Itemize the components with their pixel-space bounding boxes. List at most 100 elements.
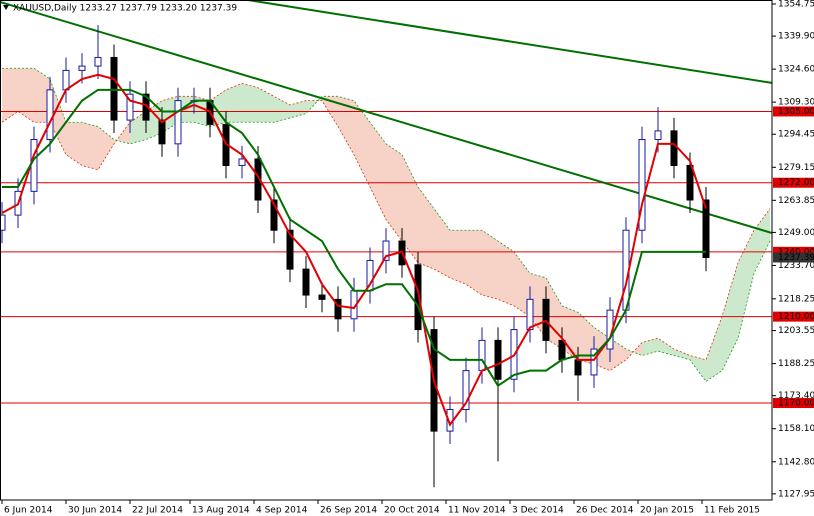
cloud-segment: [98, 126, 114, 170]
x-tick-label: 11 Nov 2014: [448, 506, 506, 516]
x-tick-label: 20 Oct 2014: [384, 506, 440, 516]
cloud-segment: [258, 87, 274, 123]
x-tick-label: 20 Jan 2015: [640, 506, 694, 516]
cloud-segment: [226, 83, 242, 123]
level-label: 1305.00: [778, 107, 814, 117]
level-label-box: [773, 311, 814, 322]
cloud-segment: [738, 230, 754, 339]
cloud-segment: [562, 305, 578, 360]
plot-area: [0, 0, 772, 488]
y-tick-label: 1309.30: [778, 98, 814, 108]
x-tick-label: 13 Aug 2014: [192, 506, 250, 516]
cloud-segment: [498, 241, 514, 306]
chart-title: XAUUSD,Daily 1233.27 1237.79 1233.20 123…: [13, 4, 237, 14]
last-price-box: [773, 252, 814, 263]
cloud-segment: [706, 316, 722, 382]
candle-body: [94, 56, 102, 67]
cloud-edge: [2, 67, 771, 382]
cloud-segment: [482, 230, 498, 300]
cloud-segment: [386, 143, 402, 242]
plot-frame: [0, 0, 773, 501]
y-tick-label: 1158.10: [778, 424, 814, 434]
level-label: 1170.00: [778, 399, 814, 409]
candle-body: [494, 339, 502, 380]
x-tick-label: 6 Jun 2014: [4, 506, 53, 516]
y-tick-label: 1173.40: [778, 391, 814, 401]
y-tick-label: 1324.60: [778, 65, 814, 75]
cloud-segment: [66, 122, 82, 166]
y-tick-label: 1127.95: [778, 489, 814, 499]
candle-body: [478, 339, 486, 372]
y-tick-label: 1354.75: [778, 0, 814, 9]
y-tick-label: 1203.55: [778, 326, 814, 336]
cloud-segment: [434, 208, 450, 278]
candle-body: [670, 130, 678, 166]
cloud-segment: [114, 122, 130, 144]
y-tick-label: 1263.85: [778, 196, 814, 206]
cloud-segment: [642, 338, 658, 356]
level-label: 1210.00: [778, 312, 814, 322]
candle-body: [382, 240, 390, 261]
x-tick-label: 4 Sep 2014: [256, 506, 308, 516]
level-label-box: [773, 246, 814, 257]
candle-body: [46, 89, 54, 141]
x-tick-label: 26 Dec 2014: [576, 506, 634, 516]
candle-body: [318, 294, 326, 300]
y-tick-label: 1339.90: [778, 32, 814, 42]
candle-body: [158, 119, 166, 145]
candle-body: [462, 370, 470, 411]
candle-body: [414, 264, 422, 331]
y-tick-label: 1279.15: [778, 163, 814, 173]
indicator-line: [1, 73, 707, 427]
candle-body: [0, 214, 6, 231]
candle-body: [126, 93, 134, 121]
level-label: 1272.00: [778, 178, 814, 188]
candle-body: [238, 158, 246, 166]
y-tick-label: 1249.00: [778, 228, 814, 238]
candle-body: [174, 100, 182, 145]
cloud-segment: [466, 230, 482, 296]
candle-body: [30, 139, 38, 192]
cloud-segment: [402, 154, 418, 263]
y-tick-label: 1218.25: [778, 294, 814, 304]
x-tick-label: 3 Dec 2014: [512, 506, 564, 516]
cloud-segment: [354, 100, 370, 188]
cloud-segment: [18, 68, 34, 123]
candle-body: [254, 158, 262, 201]
cloud-segment: [82, 122, 98, 170]
y-tick-label: 1233.70: [778, 261, 814, 271]
cloud-segment: [626, 342, 642, 360]
x-tick-label: 11 Feb 2015: [704, 506, 760, 516]
cloud-segment: [242, 83, 258, 123]
cloud-segment: [2, 68, 18, 123]
candle-body: [110, 56, 118, 121]
x-tick-label: 26 Sep 2014: [320, 506, 377, 516]
cloud-segment: [578, 312, 594, 365]
cloud-segment: [34, 68, 50, 123]
y-tick-label: 1142.80: [778, 457, 814, 467]
cloud-segment: [450, 230, 466, 285]
level-label-box: [773, 177, 814, 188]
level-label-box: [773, 398, 814, 409]
level-label-box: [773, 106, 814, 117]
cloud-segment: [338, 96, 354, 155]
cloud-segment: [658, 338, 674, 356]
cloud-segment: [50, 79, 66, 155]
cloud-edge: [1, 82, 771, 372]
last-price-label: 1237.39: [778, 253, 814, 263]
candle-body: [590, 348, 598, 376]
cloud-segment: [370, 122, 386, 220]
candle-body: [702, 199, 710, 258]
candle-body: [574, 359, 582, 376]
cloud-segment: [162, 96, 178, 134]
candle-body: [526, 298, 534, 331]
trendline: [247, 0, 772, 84]
candle-body: [62, 69, 70, 91]
candle-body: [78, 65, 86, 71]
candle-body: [686, 164, 694, 201]
cloud-segment: [130, 111, 146, 144]
